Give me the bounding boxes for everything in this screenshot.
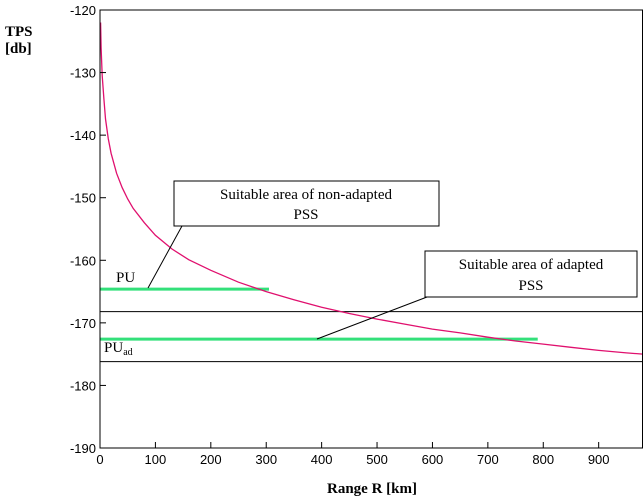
x-tick-label: 0: [96, 452, 103, 467]
x-tick-label: 500: [366, 452, 388, 467]
annotation-non-adapted-line1: Suitable area of non-adapted: [220, 187, 393, 203]
axis-ticks: 0 100 200 300 400 500 600 700 800 900 -120 -130 -140…: [70, 3, 610, 467]
annotation-adapted-pointer: [316, 296, 428, 340]
annotation-non-adapted-pointer: [147, 225, 183, 289]
annotation-adapted-line1: Suitable area of adapted: [459, 257, 604, 273]
y-tick-label: -180: [70, 378, 96, 393]
x-tick-label: 700: [477, 452, 499, 467]
annotation-adapted-line2: PSS: [518, 278, 543, 294]
y-axis-title-line2: [db]: [5, 41, 32, 57]
pu-ad-main: PU: [104, 340, 123, 356]
x-tick-label: 200: [200, 452, 222, 467]
x-tick-label: 400: [311, 452, 333, 467]
x-tick-label: 800: [532, 452, 554, 467]
x-tick-label: 100: [145, 452, 167, 467]
annotation-non-adapted-box: [173, 180, 440, 227]
x-tick-label: 300: [255, 452, 277, 467]
y-tick-label: -160: [70, 253, 96, 268]
pu-ad-label: PUad: [104, 340, 133, 358]
y-tick-label: -190: [70, 441, 96, 456]
y-tick-label: -140: [70, 128, 96, 143]
annotation-adapted-box: [424, 250, 638, 298]
y-tick-label: -130: [70, 66, 96, 81]
plot-frame: [99, 9, 643, 449]
annotation-adapted: Suitable area of adapted PSS: [316, 250, 638, 340]
annotation-non-adapted: Suitable area of non-adapted PSS: [147, 180, 440, 289]
tps-curve: [99, 22, 643, 355]
pu-ad-label-text: PUad: [104, 340, 133, 358]
x-tick-label: 600: [422, 452, 444, 467]
pu-label: PU: [116, 270, 135, 286]
annotation-non-adapted-line2: PSS: [293, 207, 318, 223]
x-tick-label: 900: [588, 452, 610, 467]
curve-layer: [99, 22, 643, 355]
y-tick-label: -150: [70, 191, 96, 206]
pu-label-text: PU: [116, 270, 135, 286]
pu-ad-sub: ad: [123, 347, 132, 358]
reference-lines: [100, 311, 643, 363]
green-segments: [100, 287, 538, 341]
y-axis-title-line1: TPS: [5, 24, 33, 40]
y-tick-label: -170: [70, 316, 96, 331]
x-axis-title: Range R [km]: [327, 481, 417, 497]
y-tick-label: -120: [70, 3, 96, 18]
